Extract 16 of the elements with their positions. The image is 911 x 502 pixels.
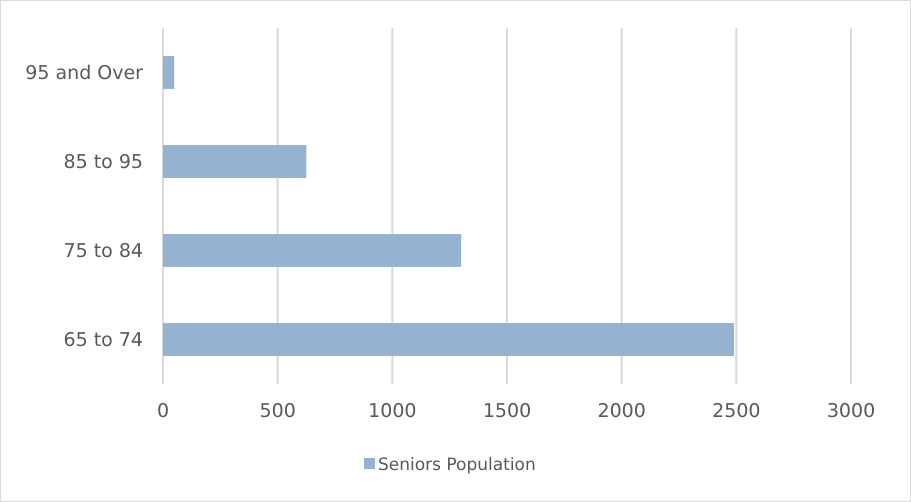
x-tick-label: 3000 (826, 400, 876, 422)
bar (163, 56, 174, 89)
legend-label: Seniors Population (378, 454, 536, 475)
x-tick-label: 0 (156, 400, 170, 422)
bar (163, 145, 306, 178)
y-tick-label: 95 and Over (25, 62, 144, 84)
y-tick-label: 75 to 84 (63, 240, 143, 262)
x-tick-label: 2500 (712, 400, 761, 422)
bar (163, 234, 462, 267)
y-tick-label: 85 to 95 (63, 151, 143, 174)
bar (163, 323, 734, 356)
x-tick-label: 2000 (597, 400, 646, 422)
x-tick-label: 1000 (368, 400, 417, 422)
y-tick-label: 65 to 74 (63, 329, 143, 352)
x-tick-label: 1500 (482, 400, 532, 422)
x-tick-label: 500 (260, 400, 296, 422)
